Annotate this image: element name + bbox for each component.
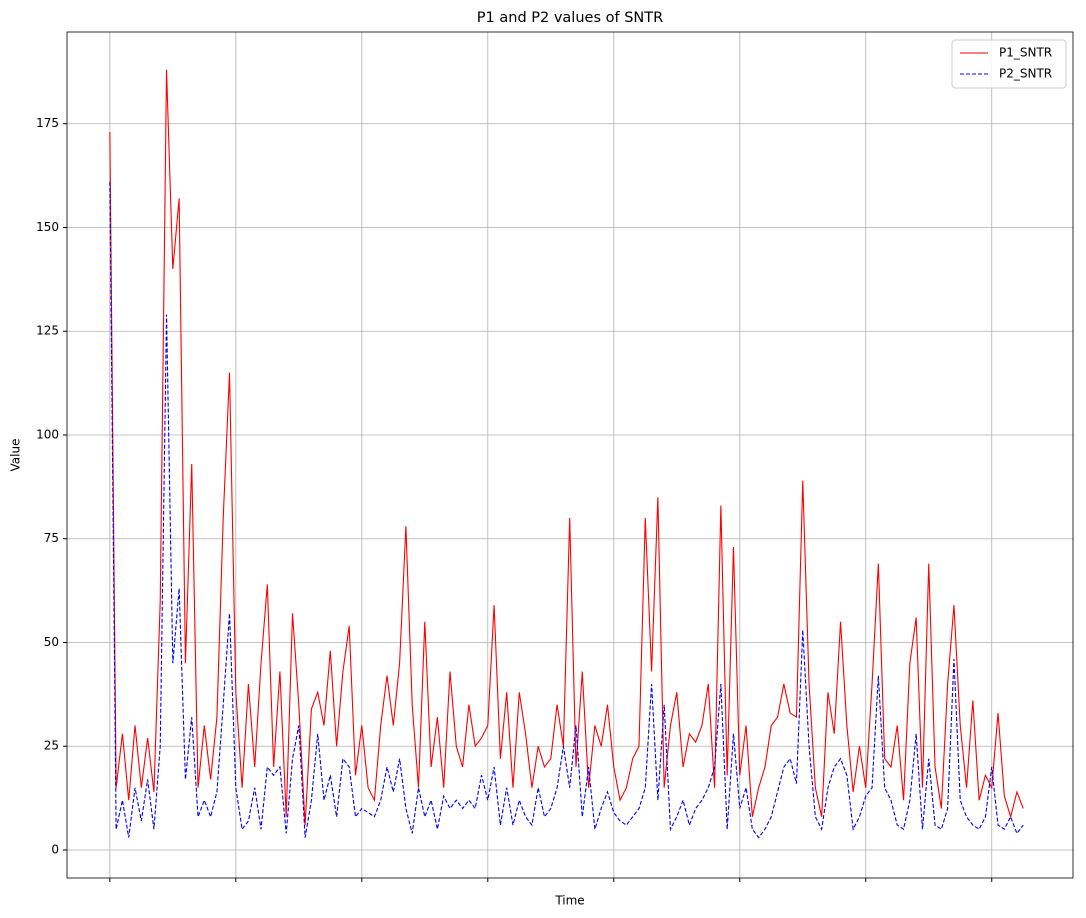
y-tick-label: 100: [36, 427, 59, 441]
legend-label: P1_SNTR: [999, 46, 1052, 60]
y-tick-label: 125: [36, 324, 59, 338]
y-tick-label: 25: [44, 739, 59, 753]
y-tick-label: 0: [51, 842, 59, 856]
legend: P1_SNTR P2_SNTR: [951, 39, 1067, 89]
legend-box: [951, 39, 1067, 89]
y-tick-label: 150: [36, 220, 59, 234]
plot-frame: [66, 31, 1074, 879]
data-line: [109, 69, 1024, 826]
legend-label: P2_SNTR: [999, 67, 1052, 81]
chart-title: P1 and P2 values of SNTR: [477, 10, 663, 26]
y-axis-label: Value: [9, 439, 23, 472]
data-line: [109, 181, 1024, 839]
y-tick-label: 50: [44, 635, 59, 649]
y-tick-label: 175: [36, 116, 59, 130]
x-axis-label: Time: [554, 894, 584, 908]
y-tick-label: 75: [44, 531, 59, 545]
